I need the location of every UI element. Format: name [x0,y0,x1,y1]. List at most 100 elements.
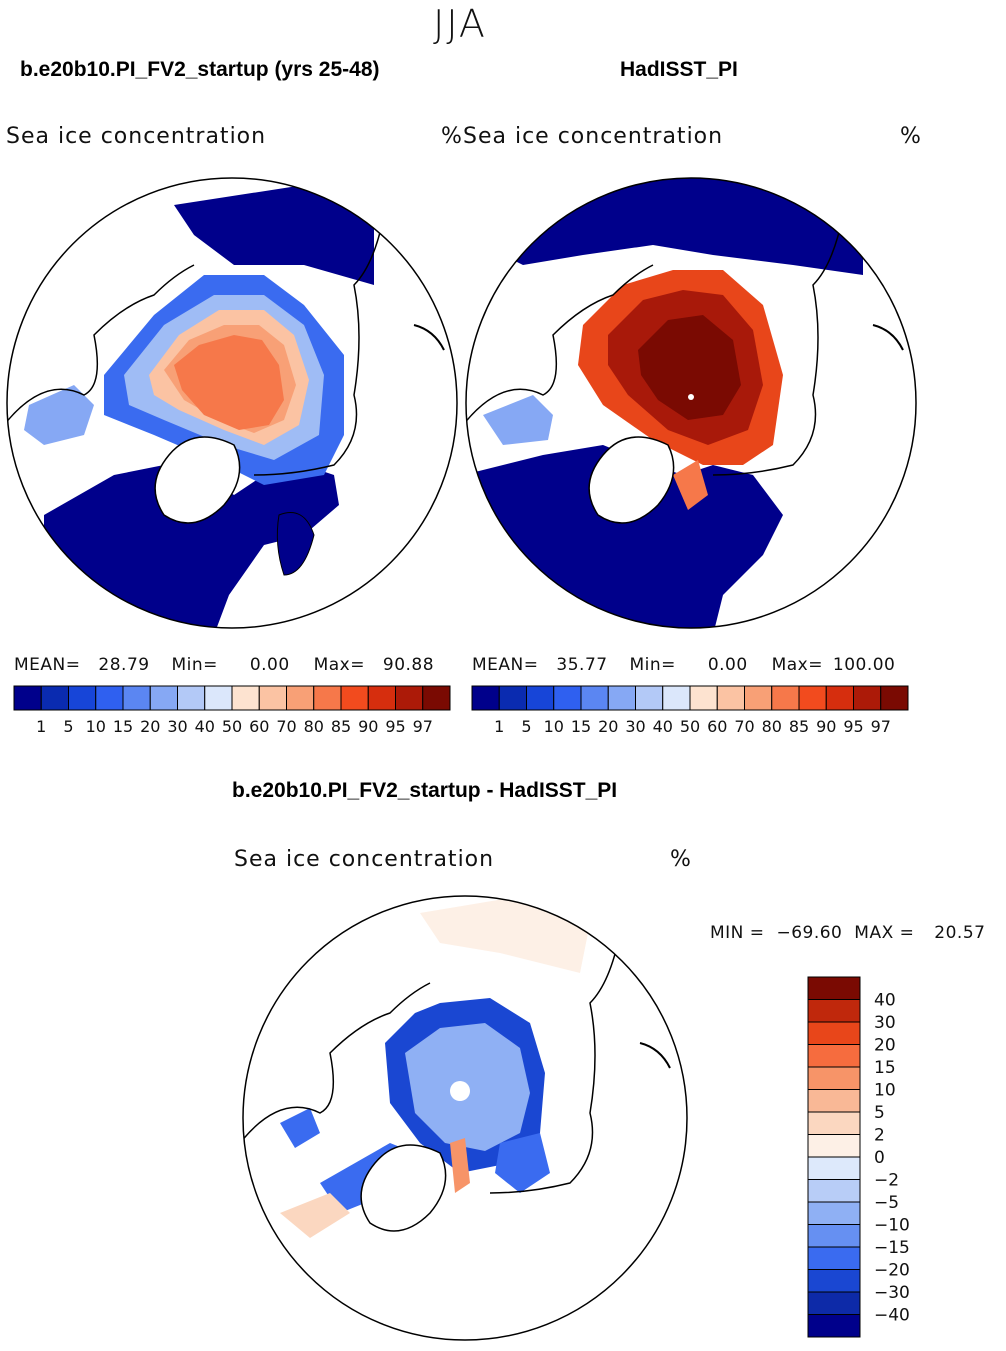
panel-2-min-label: Min= [629,655,676,675]
colorbar-observed-swatch [771,685,800,711]
model-sea-ice-map [6,177,458,629]
panel-1-max-label: Max= [313,655,365,675]
colorbar-observed-tick-label: 90 [816,717,836,736]
colorbar-difference-swatch [807,1044,861,1068]
difference-min-label: MIN = [710,923,765,943]
colorbar-observed-swatch [880,685,909,711]
colorbar-observed-swatch [825,685,854,711]
colorbar-model-tick-label: 30 [167,717,187,736]
colorbar-model-swatch [340,685,369,711]
colorbar-difference-tick-label: −40 [874,1306,910,1326]
panel-2-mean-label: MEAN= [472,655,539,675]
panel-2-min-value: 0.00 [707,655,748,675]
colorbar-difference-swatch [807,1314,861,1338]
colorbar-model-tick-label: 80 [304,717,324,736]
colorbar-difference-swatch [807,1246,861,1270]
panel-1-mean-value: 28.79 [98,655,150,675]
colorbar-difference-swatch [807,1291,861,1315]
colorbar-difference-swatch [807,1224,861,1248]
panel-1-variable: Sea ice concentration [6,124,267,149]
colorbar-observed-swatch [853,685,882,711]
colorbar-observed: 1 5 10 15 20 30 40 50 60 70 80 85 90 95 97 [471,685,909,736]
colorbar-difference-tick-label: 5 [874,1103,885,1123]
difference-greenland [360,1144,447,1232]
observed-sea-ice-map [465,177,917,629]
colorbar-model-swatch [286,685,315,711]
colorbar-observed-tick-label: 15 [571,717,591,736]
colorbar-difference-tick-label: 20 [874,1036,896,1056]
colorbar-difference-tick-label: −10 [874,1216,910,1236]
colorbar-model-swatch [13,685,42,711]
colorbar-observed-tick-label: 40 [653,717,673,736]
colorbar-difference-tick-label: 40 [874,991,896,1011]
colorbar-difference-tick-label: −5 [874,1193,899,1213]
colorbar-model-swatch [422,685,451,711]
colorbar-observed-swatch [607,685,636,711]
colorbar-observed-swatch [744,685,773,711]
colorbar-model: 1 5 10 15 20 30 40 50 60 70 80 85 90 95 97 [13,685,451,736]
colorbar-observed-tick-label: 10 [544,717,564,736]
panel-1-min-value: 0.00 [249,655,290,675]
difference-unit: % [670,847,691,872]
colorbar-difference-swatch [807,976,861,1000]
colorbar-model-swatch [204,685,233,711]
model-atlantic-low-ice [44,465,339,628]
difference-stats: MIN = −69.60 MAX = 20.57 [710,923,985,943]
colorbar-model-tick-label: 70 [276,717,296,736]
colorbar-observed-tick-label: 5 [521,717,531,736]
colorbar-model-swatch [40,685,69,711]
model-coastline-america [7,264,195,426]
colorbar-model-tick-label: 95 [385,717,405,736]
model-central-arctic-ice [174,335,284,430]
colorbar-difference-tick-label: 30 [874,1013,896,1033]
colorbar-difference-tick-label: 15 [874,1058,896,1078]
colorbar-observed-swatch [798,685,827,711]
colorbar-model-swatch [177,685,206,711]
colorbar-difference-tick-label: −2 [874,1171,899,1191]
difference-sea-ice-map [242,895,688,1341]
colorbar-observed-tick-label: 20 [598,717,618,736]
colorbar-difference-tick-label: −30 [874,1283,910,1303]
colorbar-model-swatch [367,685,396,711]
panel-1-title: b.e20b10.PI_FV2_startup (yrs 25-48) [20,58,380,81]
difference-max-value: 20.57 [934,923,986,943]
colorbar-difference-swatch [807,1111,861,1135]
model-coastline-eurasia [253,214,385,476]
colorbar-difference-tick-label: −15 [874,1238,910,1258]
panel-2-mean-value: 35.77 [556,655,608,675]
colorbar-model-tick-label: 40 [195,717,215,736]
colorbar-difference-swatch [807,1021,861,1045]
difference-title: b.e20b10.PI_FV2_startup - HadISST_PI [232,779,618,802]
colorbar-difference-tick-label: −20 [874,1261,910,1281]
difference-min-value: −69.60 [776,923,843,943]
colorbar-observed-tick-label: 97 [871,717,891,736]
colorbar-difference-swatch [807,1089,861,1113]
colorbar-model-swatch [149,685,178,711]
colorbar-model-swatch [258,685,287,711]
panel-1-max-value: 90.88 [382,655,435,675]
colorbar-model-tick-label: 85 [331,717,351,736]
colorbar-model-swatch [395,685,424,711]
colorbar-observed-tick-label: 30 [625,717,645,736]
colorbar-model-tick-label: 10 [86,717,106,736]
colorbar-observed-tick-label: 1 [494,717,504,736]
season-title: JJA [433,2,487,46]
colorbar-observed-tick-label: 70 [734,717,754,736]
colorbar-difference-swatch [807,1066,861,1090]
panel-1-mean-label: MEAN= [14,655,81,675]
colorbar-difference-swatch [807,1269,861,1293]
colorbar-observed-swatch [580,685,609,711]
colorbar-observed-swatch [662,685,691,711]
colorbar-difference-swatch [807,1201,861,1225]
colorbar-observed-swatch [716,685,745,711]
model-bering-low-ice [174,185,374,285]
colorbar-observed-swatch [689,685,718,711]
panel-2-variable: Sea ice concentration [463,124,724,149]
panel-1-stats: MEAN= 28.79 Min= 0.00 Max= 90.88 [14,655,434,675]
colorbar-model-tick-label: 60 [249,717,269,736]
colorbar-model-tick-label: 97 [413,717,433,736]
panel-2-title: HadISST_PI [620,58,738,81]
colorbar-model-tick-label: 1 [36,717,46,736]
model-greenland [154,436,241,524]
